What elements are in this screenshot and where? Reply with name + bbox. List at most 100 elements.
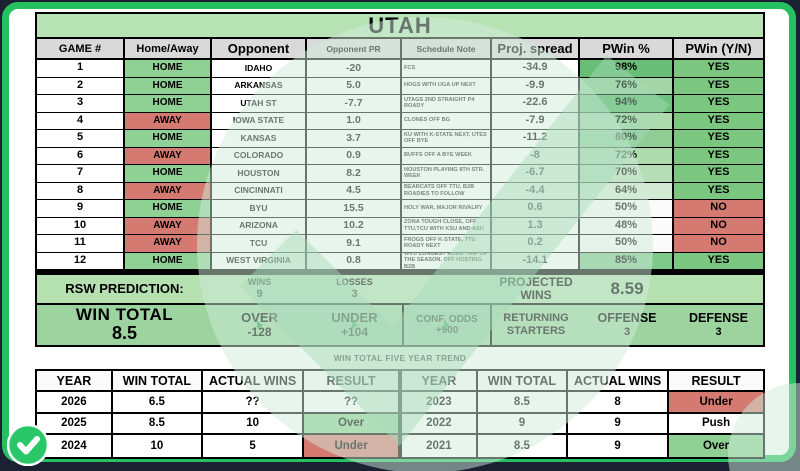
- trend-year-cell: 2022: [402, 413, 478, 435]
- pwin-pct-cell: 72%: [580, 112, 674, 130]
- pwin-pct-cell: 72%: [580, 147, 674, 165]
- pwin-yn-cell: YES: [674, 77, 763, 95]
- trend-col-result: RESULT: [669, 371, 763, 392]
- schedule-table: GAME # Home/Away Opponent Opponent PR Sc…: [35, 39, 765, 272]
- losses-value: 3: [351, 287, 358, 300]
- schedule-note-cell: BUFFS OFF A BYE WEEK: [402, 147, 492, 165]
- trend-table-right: YEAR WIN TOTAL ACTUAL WINS RESULT 2023 8…: [400, 369, 765, 459]
- col-header-opponent: Opponent: [212, 39, 307, 60]
- pwin-yn-cell: YES: [674, 60, 763, 78]
- over-cell: OVER -128: [212, 305, 307, 345]
- pwin-yn-cell: YES: [674, 252, 763, 270]
- trend-total-cell: 8.5: [477, 392, 569, 414]
- offense-value: 3: [623, 325, 631, 338]
- trend-result-cell: Under: [669, 392, 763, 414]
- returning-starters-label: RETURNING STARTERS: [503, 312, 569, 337]
- game-number-cell: 1: [37, 60, 125, 78]
- pwin-yn-cell: YES: [674, 112, 763, 130]
- trend-total-cell: 10: [113, 435, 204, 457]
- schedule-note-cell: HOGS WITH UGA UP NEXT: [402, 77, 492, 95]
- home-away-cell: HOME: [125, 200, 212, 218]
- trend-year-cell: 2026: [37, 392, 113, 414]
- game-number-cell: 8: [37, 182, 125, 200]
- trend-year-cell: 2024: [37, 435, 113, 457]
- opponent-cell: CINCINNATI: [212, 182, 307, 200]
- trend-col-year: YEAR: [402, 371, 478, 392]
- trend-result-cell: ??: [304, 392, 398, 414]
- pwin-yn-cell: YES: [674, 165, 763, 183]
- trend-result-cell: Over: [669, 435, 763, 457]
- under-cell: UNDER +104: [307, 305, 402, 345]
- spacer-cell: [402, 275, 492, 303]
- trend-total-cell: 9: [477, 413, 569, 435]
- col-header-proj-spread: Proj. spread: [492, 39, 580, 60]
- pwin-yn-cell: YES: [674, 130, 763, 148]
- proj-spread-cell: -22.6: [492, 95, 580, 113]
- trend-year-cell: 2025: [37, 413, 113, 435]
- opponent-pr-cell: 9.1: [307, 235, 402, 253]
- proj-spread-cell: 1.3: [492, 217, 580, 235]
- win-total-label: WIN TOTAL: [75, 304, 174, 324]
- trend-total-cell: 6.5: [112, 392, 204, 414]
- win-total-cell: WIN TOTAL 8.5: [37, 305, 212, 345]
- game-number-cell: 3: [37, 95, 125, 113]
- proj-spread-cell: -6.7: [492, 165, 580, 183]
- rsw-prediction-label: RSW PREDICTION:: [65, 280, 184, 296]
- game-number-cell: 5: [37, 130, 125, 148]
- trend-actual-cell: 10: [203, 413, 305, 435]
- rsw-prediction-band: RSW PREDICTION: WINS 9 LOSSES 3 PROJECTE…: [35, 272, 765, 305]
- home-away-cell: HOME: [125, 165, 212, 183]
- pwin-pct-cell: 70%: [580, 165, 674, 183]
- pwin-pct-cell: 50%: [580, 235, 674, 253]
- pwin-pct-cell: 98%: [580, 60, 674, 78]
- win-total-band: WIN TOTAL 8.5 OVER -128 UNDER +104 CONF.…: [35, 305, 765, 347]
- trend-year-cell: 2021: [402, 435, 478, 457]
- proj-spread-cell: -8: [492, 147, 580, 165]
- trend-actual-cell: 9: [568, 413, 670, 435]
- opponent-pr-cell: 0.8: [307, 252, 402, 270]
- defense-label: DEFENSE: [688, 311, 749, 326]
- col-header-schedule-note: Schedule Note: [402, 39, 492, 60]
- opponent-cell: WEST VIRGINIA: [212, 252, 307, 270]
- proj-spread-cell: 0.2: [492, 235, 580, 253]
- schedule-note-cell: BEARCATS OFF TTU, B2B ROADIES TO FOLLOW: [402, 182, 492, 200]
- schedule-note-cell: UTAGS 2ND STRAIGHT P4 ROADY: [402, 95, 492, 113]
- pwin-yn-cell: YES: [674, 95, 763, 113]
- opponent-cell: ARKANSAS: [212, 77, 307, 95]
- opponent-cell: TCU: [212, 235, 307, 253]
- home-away-cell: HOME: [125, 252, 212, 270]
- trend-result-cell: Push: [669, 413, 763, 435]
- opponent-cell: KANSAS: [212, 130, 307, 148]
- schedule-note-cell: HOUSTON PLAYING 8TH STR. WEEK: [402, 165, 492, 183]
- col-header-pwin-yn: PWin (Y/N): [674, 39, 763, 60]
- projected-wins-label: PROJECTED WINS: [499, 275, 573, 302]
- defense-value: 3: [715, 325, 722, 338]
- trend-col-year: YEAR: [37, 371, 113, 392]
- pwin-yn-cell: NO: [674, 217, 763, 235]
- wins-value: 9: [256, 287, 263, 300]
- comment-marker-icon: [351, 321, 358, 329]
- home-away-cell: AWAY: [125, 147, 212, 165]
- pwin-pct-cell: 64%: [580, 182, 674, 200]
- proj-spread-cell: -4.4: [492, 182, 580, 200]
- spacer-cell: [674, 275, 763, 303]
- col-header-home-away: Home/Away: [125, 39, 212, 60]
- opponent-cell: IOWA STATE: [212, 112, 307, 130]
- schedule-note-cell: ZONA TOUGH CLOSE, OFF TTU,TCU WITH KSU A…: [402, 217, 492, 235]
- win-total-value: 8.5: [111, 323, 138, 344]
- trend-title: WIN TOTAL FIVE YEAR TREND: [35, 347, 765, 369]
- opponent-pr-cell: 15.5: [307, 200, 402, 218]
- wins-label: WINS: [247, 277, 272, 287]
- game-number-cell: 9: [37, 200, 125, 218]
- opponent-cell: COLORADO: [212, 147, 307, 165]
- pwin-pct-cell: 94%: [580, 95, 674, 113]
- pwin-pct-cell: 85%: [580, 252, 674, 270]
- opponent-cell: UTAH ST: [212, 95, 307, 113]
- opponent-pr-cell: -20: [307, 60, 402, 78]
- opponent-cell: BYU: [212, 200, 307, 218]
- opponent-pr-cell: 5.0: [307, 77, 402, 95]
- game-number-cell: 11: [37, 235, 125, 253]
- conf-odds-cell: CONF. ODDS +900: [402, 305, 492, 345]
- trend-result-cell: Over: [304, 413, 398, 435]
